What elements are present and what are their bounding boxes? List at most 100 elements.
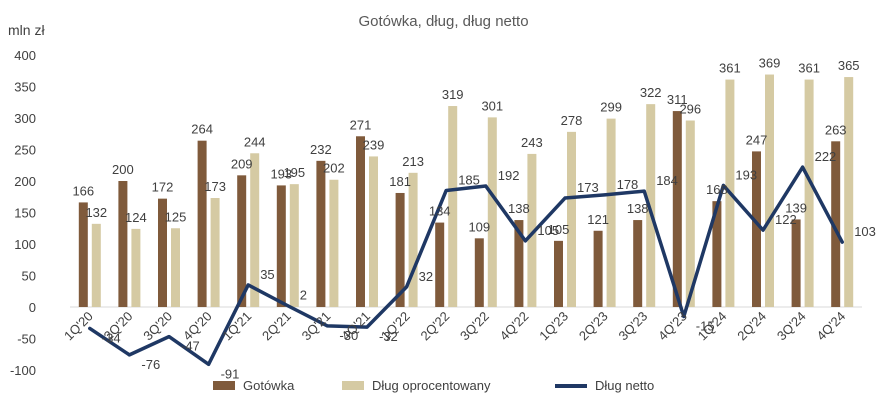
point-dlug-netto	[286, 304, 290, 308]
bar-gotowka	[554, 240, 563, 307]
bar-gotowka	[435, 222, 445, 307]
bar-gotowka	[474, 238, 484, 307]
y-tick-label: 50	[22, 269, 36, 284]
data-label-gotowka: 172	[152, 180, 174, 195]
data-label-dlug-netto: 103	[854, 224, 876, 239]
bar-gotowka	[316, 160, 326, 307]
bar-gotowka	[356, 136, 365, 307]
point-dlug-netto	[563, 196, 567, 200]
bar-dlug-oprocentowany	[804, 79, 814, 307]
bar-dlug-oprocentowany	[91, 223, 101, 307]
y-tick-label: 0	[29, 300, 36, 315]
point-dlug-netto	[325, 324, 329, 328]
bar-gotowka	[593, 230, 603, 307]
point-dlug-netto	[840, 240, 844, 244]
data-label-dlug-netto: -15	[696, 318, 715, 333]
data-label-dlug-netto: 32	[419, 269, 433, 284]
data-label-gotowka: 134	[429, 204, 451, 219]
legend-swatch-dlug-oprocentowany	[342, 381, 364, 391]
data-label-gotowka: 232	[310, 142, 332, 157]
bar-gotowka	[118, 181, 128, 307]
data-label-dlug-netto: 2	[300, 288, 307, 303]
data-label-dlug-oprocentowany: 125	[165, 209, 187, 224]
bar-dlug-oprocentowany	[685, 120, 695, 308]
point-dlug-netto	[127, 353, 131, 357]
bar-dlug-oprocentowany	[329, 179, 339, 307]
point-dlug-netto	[761, 228, 765, 232]
point-dlug-netto	[207, 362, 211, 366]
bar-dlug-oprocentowany	[567, 131, 576, 307]
legend-swatch-gotowka	[213, 381, 235, 391]
point-dlug-netto	[721, 183, 725, 187]
data-label-dlug-oprocentowany: 278	[561, 113, 583, 128]
point-dlug-netto	[801, 165, 805, 169]
data-label-dlug-oprocentowany: 319	[442, 87, 464, 102]
data-label-gotowka: 271	[350, 117, 372, 132]
y-tick-label: 350	[14, 80, 36, 95]
bar-dlug-oprocentowany	[765, 74, 774, 307]
bar-dlug-oprocentowany	[646, 104, 656, 307]
bar-gotowka	[197, 140, 207, 307]
bar-dlug-oprocentowany	[289, 184, 299, 307]
point-dlug-netto	[246, 283, 250, 287]
bar-dlug-oprocentowany	[131, 228, 141, 307]
data-label-dlug-oprocentowany: 244	[244, 134, 266, 149]
data-label-gotowka: 105	[548, 222, 570, 237]
legend-swatch-dlug-netto	[555, 383, 587, 388]
data-label-dlug-netto: 35	[260, 267, 274, 282]
data-label-dlug-netto: -76	[141, 357, 160, 372]
bar-gotowka	[791, 219, 801, 307]
data-label-dlug-oprocentowany: 202	[323, 161, 345, 176]
data-label-gotowka: 166	[72, 183, 94, 198]
data-label-dlug-netto: 185	[458, 172, 480, 187]
bar-gotowka	[395, 192, 405, 307]
bar-gotowka	[514, 220, 524, 307]
data-label-dlug-oprocentowany: 239	[363, 137, 385, 152]
data-label-dlug-netto: 184	[656, 173, 678, 188]
y-tick-label: -50	[17, 332, 36, 347]
data-label-dlug-netto: 193	[735, 167, 757, 182]
data-label-gotowka: 139	[785, 200, 807, 215]
data-label-dlug-netto: -47	[181, 339, 200, 354]
data-label-gotowka: 138	[627, 201, 649, 216]
bar-dlug-oprocentowany	[448, 106, 458, 307]
bar-gotowka	[672, 111, 682, 307]
data-label-dlug-netto: 222	[815, 149, 837, 164]
data-label-dlug-oprocentowany: 365	[838, 58, 860, 73]
point-dlug-netto	[484, 184, 488, 188]
data-label-dlug-oprocentowany: 296	[679, 102, 701, 117]
data-label-gotowka: 200	[112, 162, 134, 177]
bar-gotowka	[237, 175, 247, 307]
data-label-dlug-netto: 173	[577, 180, 599, 195]
data-label-dlug-oprocentowany: 132	[85, 205, 107, 220]
x-tick-label: 3Q'23	[615, 309, 650, 344]
data-label-gotowka: 193	[270, 166, 292, 181]
data-label-gotowka: 247	[746, 132, 768, 147]
data-label-dlug-netto: -91	[221, 366, 240, 381]
x-tick-label: 2Q'24	[734, 309, 769, 344]
x-tick-label: 3Q'22	[457, 309, 492, 344]
bar-dlug-oprocentowany	[210, 198, 220, 307]
legend-label-dlug-oprocentowany: Dług oprocentowany	[372, 378, 491, 394]
data-label-dlug-netto: 122	[775, 212, 797, 227]
data-label-dlug-oprocentowany: 322	[640, 85, 662, 100]
point-dlug-netto	[523, 239, 527, 243]
bar-gotowka	[276, 185, 286, 307]
data-label-dlug-netto: -34	[102, 330, 121, 345]
bar-dlug-oprocentowany	[487, 117, 497, 308]
point-dlug-netto	[682, 314, 686, 318]
point-dlug-netto	[444, 188, 448, 192]
data-label-dlug-netto: 178	[617, 177, 639, 192]
bar-gotowka	[158, 198, 167, 307]
point-dlug-netto	[167, 335, 171, 339]
bar-gotowka	[831, 141, 841, 307]
bar-dlug-oprocentowany	[844, 77, 854, 307]
bar-gotowka	[78, 202, 88, 307]
point-dlug-netto	[365, 325, 369, 329]
data-label-dlug-oprocentowany: 173	[204, 179, 226, 194]
x-tick-label: 2Q'21	[259, 309, 294, 344]
data-label-dlug-netto: -32	[379, 329, 398, 344]
data-label-gotowka: 168	[706, 182, 728, 197]
